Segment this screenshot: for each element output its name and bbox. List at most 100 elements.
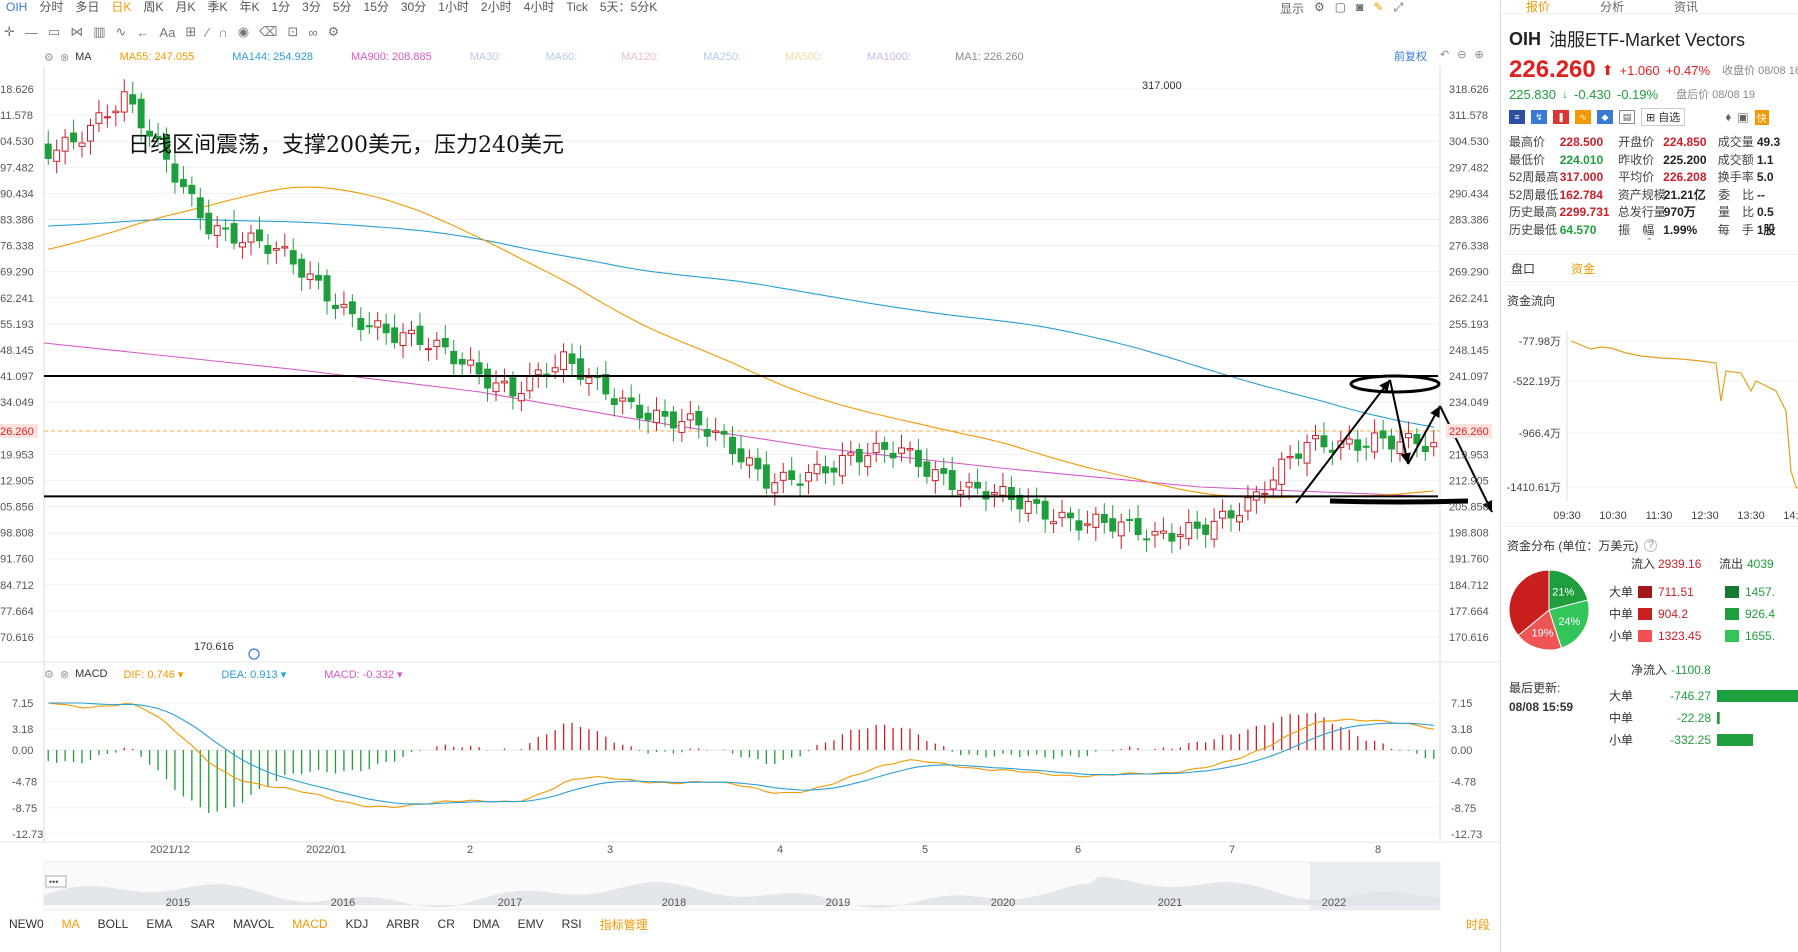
ma-legend-item-6[interactable]: MA250: [703, 51, 742, 63]
trade-quick-icon[interactable]: 快 [1754, 109, 1769, 125]
settings-icon[interactable]: ⚙ [1314, 0, 1325, 14]
settings-icon[interactable]: ⚙ [44, 668, 54, 681]
indicator-tab-11[interactable]: EMV [517, 917, 544, 931]
magnet-icon[interactable]: ∩ [218, 24, 228, 40]
period-tab-1[interactable]: 多日 [75, 0, 100, 14]
gear-icon[interactable]: ⚙ [327, 24, 340, 39]
layout-icon[interactable]: ▢ [1334, 0, 1347, 14]
indicator-tab-6[interactable]: MACD [292, 917, 328, 931]
indicator-tab-3[interactable]: EMA [146, 917, 173, 931]
period-tab-0[interactable]: 分时 [39, 0, 64, 14]
pen-icon[interactable]: ✎ [1373, 0, 1384, 14]
ma-legend-item-8[interactable]: MA1000: [867, 51, 912, 63]
period-tab-15[interactable]: Tick [566, 0, 588, 14]
bell-icon[interactable]: ♦ [1725, 110, 1732, 124]
candle-body [1219, 510, 1227, 519]
period-tab-2[interactable]: 日K [111, 0, 132, 14]
period-tab-14[interactable]: 4小时 [523, 0, 555, 14]
line-tool-icon[interactable]: — [24, 24, 38, 40]
fib-tool-icon[interactable]: ⋈ [70, 24, 84, 39]
news-icon[interactable]: ◆ [1597, 110, 1613, 124]
ma-legend-item-3[interactable]: MA30: [469, 51, 502, 63]
indicator-tab-9[interactable]: CR [437, 917, 455, 931]
overview-navigator[interactable]: ••• 2015 2016 2017 2018 2019 2020 2021 2022 [43, 861, 1441, 911]
settings-icon[interactable]: ⚙ [44, 51, 54, 64]
period-tab-3[interactable]: 周K [143, 0, 164, 14]
period-tab-8[interactable]: 3分 [302, 0, 321, 14]
period-tab-5[interactable]: 季K [207, 0, 228, 14]
period-tab-11[interactable]: 30分 [400, 0, 427, 14]
trade-icon[interactable]: ❚ [1553, 110, 1569, 124]
measure-tool-icon[interactable]: ⊞ [185, 24, 197, 39]
more-icon[interactable]: ▣ [1737, 110, 1749, 124]
ma-legend-item-9[interactable]: MA1: 226.260 [955, 51, 1024, 63]
ma-legend-item-4[interactable]: MA60: [545, 51, 578, 63]
close-icon[interactable]: ⊗ [59, 668, 70, 681]
zoom-in-icon[interactable]: ⊕ [1474, 49, 1484, 61]
eye-icon[interactable]: ◉ [237, 24, 250, 39]
symbol-label[interactable]: OIH [6, 0, 28, 14]
ma-legend-item-5[interactable]: MA120: [621, 51, 660, 63]
ma-legend-item-0[interactable]: MA55: 247.055 [119, 51, 195, 63]
ma-legend-item-7[interactable]: MA500: [785, 51, 824, 63]
rect-tool-icon[interactable]: ▭ [47, 24, 61, 39]
text-tool-icon[interactable]: Aa [159, 24, 176, 40]
app-icon[interactable]: ↯ [1531, 110, 1547, 124]
indicator-tab-2[interactable]: BOLL [97, 917, 129, 931]
candle-body [602, 374, 610, 395]
link-icon[interactable]: ∞ [308, 24, 318, 40]
zoom-out-icon[interactable]: ⊖ [1457, 49, 1467, 61]
channel-tool-icon[interactable]: ▥ [93, 24, 106, 39]
indicator-tab-10[interactable]: DMA [472, 917, 500, 931]
ma-legend-item-1[interactable]: MA144: 254.928 [232, 51, 313, 63]
undo-icon[interactable]: ↶ [1440, 49, 1450, 61]
arrow-tool-icon[interactable]: ← [136, 24, 150, 40]
watchlist-button[interactable]: ⊞ 自选 [1641, 108, 1686, 126]
indicator-tab-8[interactable]: ARBR [386, 917, 420, 931]
macd-indicator-name[interactable]: MACD [75, 668, 108, 680]
display-button[interactable]: 显示 [1280, 2, 1305, 16]
panel-tab-1[interactable]: 分析 [1599, 0, 1624, 14]
ma-indicator-name[interactable]: MA [75, 51, 92, 63]
brush-icon[interactable]: ⁄ [206, 24, 209, 40]
expand-chevron-icon[interactable]: ⌃ [1645, 237, 1654, 248]
period-tab-12[interactable]: 1小时 [438, 0, 469, 14]
indicator-tab-1[interactable]: MA [61, 917, 80, 931]
period-tab-16[interactable]: 5天：5分K [599, 0, 658, 14]
period-tab-13[interactable]: 2小时 [480, 0, 512, 14]
period-tab-10[interactable]: 15分 [363, 0, 389, 14]
indicator-tab-5[interactable]: MAVOL [233, 917, 275, 931]
us-flag-icon[interactable]: ≡ [1509, 110, 1525, 124]
macd-legend-item-0[interactable]: DIF: 0.746 ▾ [123, 668, 184, 681]
period-tab-9[interactable]: 5分 [332, 0, 352, 14]
panel-tab-0[interactable]: 报价 [1525, 0, 1550, 14]
delete-icon[interactable]: ⌫ [259, 24, 278, 39]
crosshair-icon[interactable]: ✛ [4, 24, 15, 39]
session-button[interactable]: 时段 [1466, 918, 1491, 932]
indicator-tab-12[interactable]: RSI [561, 917, 582, 931]
close-icon[interactable]: ⊗ [59, 51, 70, 64]
fullscreen-icon[interactable]: ⤢ [1393, 0, 1404, 14]
indicator-tab-7[interactable]: KDJ [345, 917, 369, 931]
flow-chart[interactable]: -77.98万 -522.19万 -966.4万 -1410.61万 09:30 10:3… [1501, 311, 1798, 526]
share-icon[interactable]: ∿ [1575, 110, 1591, 124]
wave-tool-icon[interactable]: ∿ [115, 24, 127, 39]
macd-legend-item-2[interactable]: MACD: -0.332 ▾ [324, 668, 403, 681]
subtab-0[interactable]: 盘口 [1511, 261, 1536, 276]
help-icon[interactable]: ? [1644, 539, 1658, 552]
restore-adjust-button[interactable]: 前复权 [1394, 51, 1427, 63]
macd-legend-item-1[interactable]: DEA: 0.913 ▾ [221, 668, 287, 681]
indicator-tab-0[interactable]: NEW0 [9, 917, 44, 931]
candlestick-chart[interactable]: 318.626 311.578 304.530 297.482 290.434 283.3… [0, 0, 1500, 912]
period-tab-7[interactable]: 1分 [271, 0, 291, 14]
note-icon[interactable]: ▤ [1619, 110, 1635, 124]
period-tab-6[interactable]: 年K [239, 0, 260, 14]
indicator-tab-13[interactable]: 指标管理 [599, 917, 648, 932]
panel-tab-2[interactable]: 资讯 [1673, 0, 1698, 14]
ma-legend-item-2[interactable]: MA900: 208.885 [350, 51, 432, 63]
subtab-1[interactable]: 资金 [1571, 261, 1596, 276]
lock-icon[interactable]: ⊡ [287, 24, 299, 39]
indicator-tab-4[interactable]: SAR [190, 917, 216, 931]
period-tab-4[interactable]: 月K [175, 0, 196, 14]
camera-icon[interactable]: ◙ [1356, 0, 1364, 14]
